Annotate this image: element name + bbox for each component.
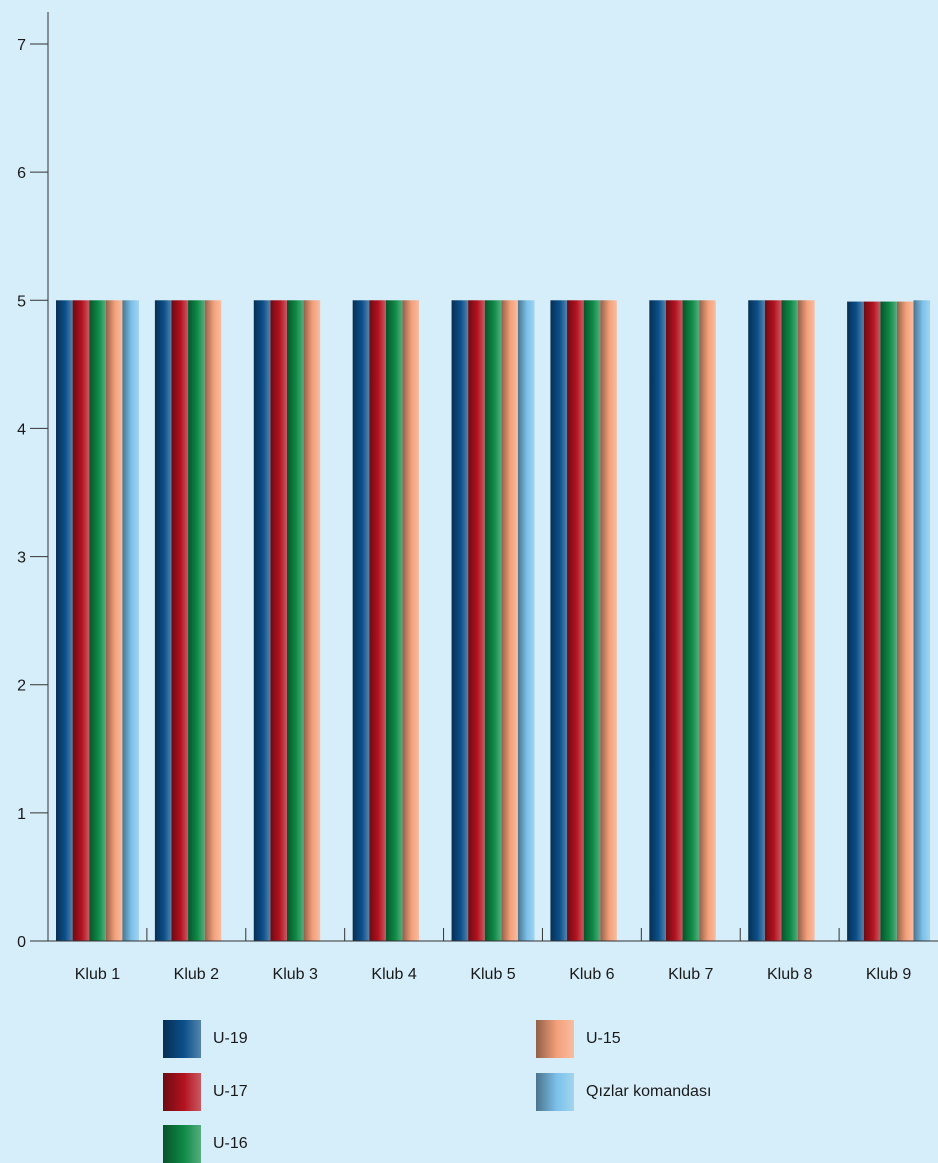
legend-swatch (163, 1125, 201, 1163)
x-tick-label: Klub 6 (569, 966, 614, 983)
legend-label: U-15 (586, 1030, 621, 1047)
legend-swatch (536, 1073, 574, 1111)
bar-8-2 (764, 300, 782, 941)
y-tick-label: 4 (17, 421, 26, 438)
bar-8-4 (798, 300, 815, 941)
bar-7-3 (682, 300, 700, 941)
bar-5-2 (468, 300, 485, 941)
legend-item: U-16 (163, 1125, 248, 1163)
bar-2-3 (188, 300, 205, 941)
bar-9-1 (847, 301, 864, 941)
y-tick-label: 2 (17, 678, 26, 695)
bar-9-2 (863, 301, 881, 941)
bar-1-1 (56, 300, 73, 941)
x-tick-label: Klub 8 (767, 966, 812, 983)
bar-7-1 (649, 300, 666, 941)
bar-6-2 (567, 300, 584, 941)
bar-2-1 (154, 300, 172, 941)
bar-5-4 (501, 300, 518, 941)
y-tick-label: 7 (17, 37, 26, 54)
bar-5-3 (484, 300, 502, 941)
bar-8-1 (748, 300, 765, 941)
bar-1-2 (72, 300, 90, 941)
bar-6-1 (550, 300, 568, 941)
legend-swatch (163, 1020, 201, 1058)
legend-swatch (536, 1020, 574, 1058)
x-tick-label: Klub 5 (470, 966, 515, 983)
bar-9-4 (896, 301, 914, 941)
bar-9-3 (880, 301, 897, 941)
x-tick-label: Klub 4 (371, 966, 416, 983)
bar-6-3 (583, 300, 601, 941)
bar-3-3 (286, 300, 304, 941)
bar-4-1 (352, 300, 370, 941)
legend-label: Qızlar komandası (586, 1083, 712, 1100)
bar-4-3 (385, 300, 403, 941)
bar-5-1 (451, 300, 469, 941)
bar-1-3 (89, 300, 106, 941)
legend-item: U-17 (163, 1073, 248, 1111)
bar-5-5 (517, 300, 535, 941)
legend-item: U-19 (163, 1020, 248, 1058)
bar-7-2 (665, 300, 683, 941)
x-tick-label: Klub 2 (174, 966, 219, 983)
x-tick-label: Klub 1 (75, 966, 120, 983)
y-tick-label: 5 (17, 293, 26, 310)
bars-layer (56, 300, 931, 941)
x-tick-label: Klub 3 (273, 966, 318, 983)
y-tick-label: 0 (17, 934, 26, 951)
x-tick-label: Klub 9 (866, 966, 911, 983)
legend-label: U-17 (213, 1083, 248, 1100)
bar-3-4 (303, 300, 321, 941)
legend-label: U-19 (213, 1030, 248, 1047)
bar-6-4 (600, 300, 617, 941)
legend-label: U-16 (213, 1135, 248, 1152)
bar-7-4 (699, 300, 716, 941)
x-tick-label: Klub 7 (668, 966, 713, 983)
y-tick-label: 3 (17, 550, 26, 567)
bar-3-2 (270, 300, 287, 941)
bar-4-4 (402, 300, 420, 941)
bar-2-2 (171, 300, 189, 941)
bar-8-3 (781, 300, 799, 941)
legend-item: U-15 (536, 1020, 621, 1058)
bar-3-1 (253, 300, 271, 941)
legend-swatch (163, 1073, 201, 1111)
y-tick-label: 1 (17, 806, 26, 823)
bar-9-5 (913, 300, 931, 941)
y-tick-label: 6 (17, 165, 26, 182)
bar-4-2 (369, 300, 386, 941)
legend-item: Qızlar komandası (536, 1073, 711, 1111)
bar-1-4 (105, 300, 123, 941)
bar-2-4 (204, 300, 222, 941)
axes-layer: 0 1 2 3 4 5 6 7 Klub 1 Klub 2 Klub 3 Klub 4 Klub 5 Kl… (17, 12, 938, 983)
bar-1-5 (122, 300, 139, 941)
